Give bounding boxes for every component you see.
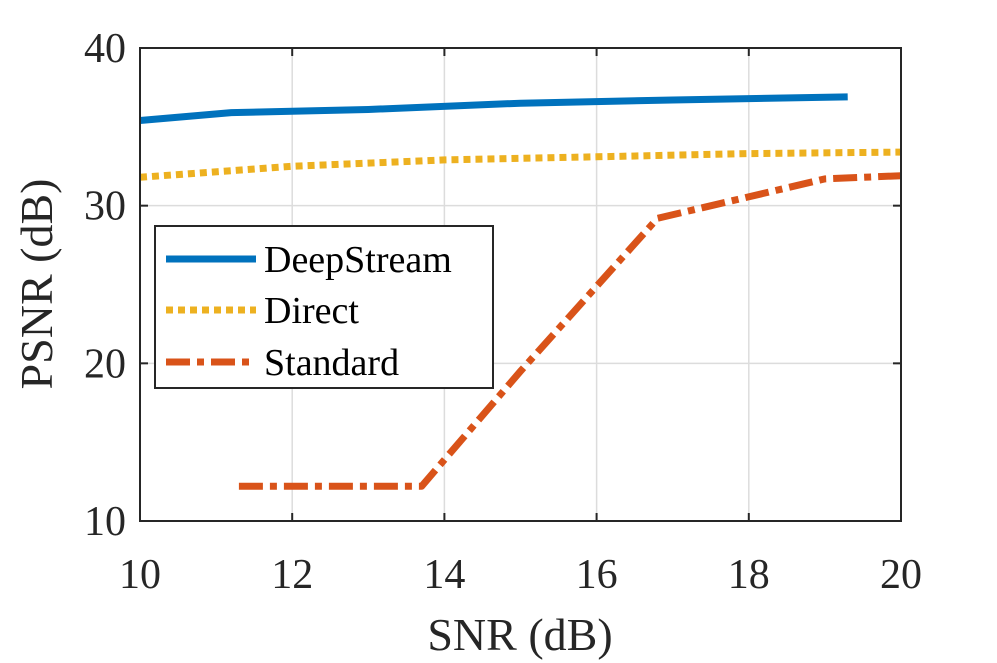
- x-axis-title: SNR (dB): [427, 609, 612, 660]
- x-tick-label: 16: [576, 552, 618, 598]
- legend-label-direct: Direct: [264, 290, 359, 332]
- y-tick-label: 40: [84, 26, 126, 72]
- x-tick-label: 20: [880, 552, 922, 598]
- legend-label-standard: Standard: [264, 342, 399, 384]
- y-tick-label: 10: [84, 499, 126, 545]
- legend-label-deepstream: DeepStream: [264, 239, 452, 281]
- axis-ticks: 10 12 14 16 18 20 10 20 30 40: [84, 26, 922, 598]
- y-tick-label: 30: [84, 184, 126, 230]
- x-tick-label: 18: [728, 552, 770, 598]
- legend: DeepStream Direct Standard: [154, 225, 494, 389]
- x-tick-label: 10: [119, 552, 161, 598]
- y-tick-label: 20: [84, 341, 126, 387]
- series-line-deepstream: [139, 93, 848, 124]
- x-tick-label: 14: [423, 552, 465, 598]
- x-tick-label: 12: [271, 552, 313, 598]
- y-axis-title: PSNR (dB): [11, 179, 62, 390]
- series-line-standard: [238, 172, 902, 490]
- series-lines: [139, 93, 902, 490]
- axes-box: [139, 47, 902, 522]
